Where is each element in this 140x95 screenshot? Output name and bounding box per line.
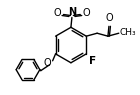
Text: F: F (89, 56, 96, 66)
Text: N: N (68, 7, 76, 17)
Text: O: O (53, 8, 61, 18)
Text: O: O (43, 58, 51, 68)
Text: CH₃: CH₃ (120, 28, 136, 37)
Text: O: O (83, 8, 90, 18)
Text: O: O (105, 13, 113, 23)
